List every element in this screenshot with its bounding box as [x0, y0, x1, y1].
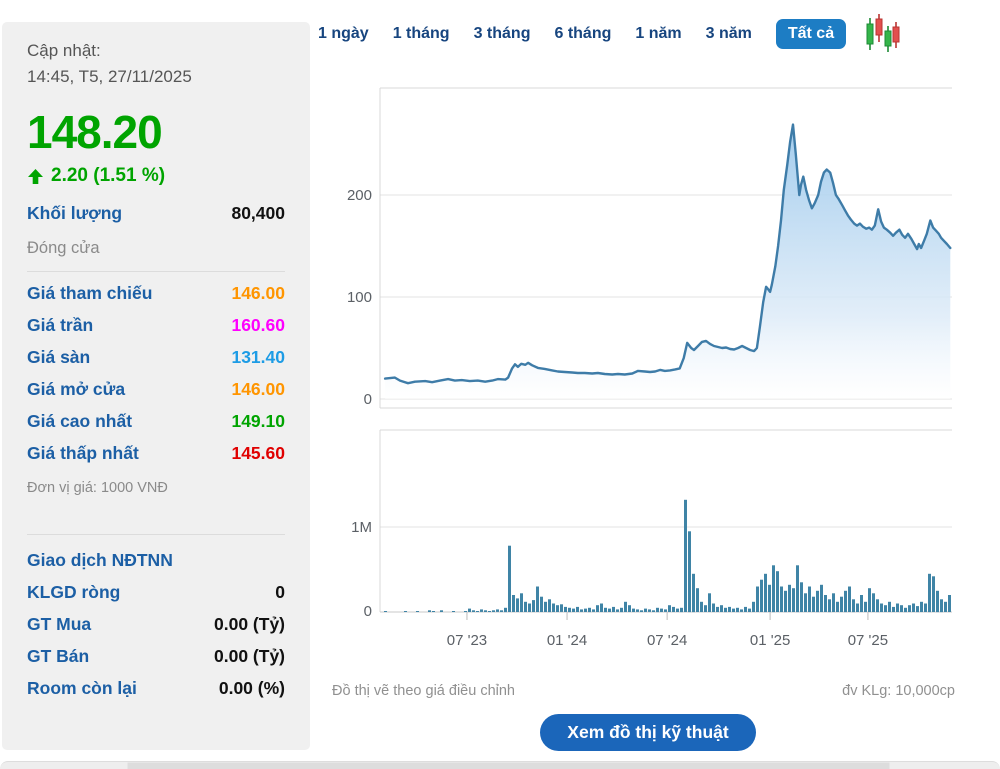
table-row: GT Mua 0.00 (Tỷ)	[27, 614, 285, 635]
range-tabs: 1 ngày 1 tháng 3 tháng 6 tháng 1 năm 3 năm Tất…	[318, 14, 900, 54]
svg-text:100: 100	[347, 289, 372, 306]
adjusted-price-note: Đồ thị vẽ theo giá điều chỉnh	[332, 683, 515, 699]
row-label: Room còn lại	[27, 678, 137, 698]
svg-text:07 '23: 07 '23	[447, 632, 487, 649]
row-value: 149.10	[231, 411, 285, 431]
row-label: Giá thấp nhất	[27, 443, 139, 463]
row-value: 146.00	[231, 379, 285, 399]
table-row: Giá tham chiếu 146.00	[27, 283, 285, 304]
row-value: 0.00 (%)	[218, 678, 285, 698]
volume-bar-chart[interactable]: 1M 0 07 '23 01 '24 07 '24 01 '25 07 '25	[320, 424, 960, 669]
price-area-chart[interactable]: 0 100 200	[320, 82, 960, 412]
row-label: Giá sàn	[27, 347, 91, 367]
volume-row: Khối lượng 80,400	[27, 203, 285, 224]
svg-text:07 '25: 07 '25	[848, 632, 888, 649]
range-tab-1[interactable]: 1 tháng	[392, 25, 450, 42]
row-label: Giá trần	[27, 315, 94, 335]
range-tab-5[interactable]: 3 năm	[705, 25, 752, 42]
foreign-trade-list: KLGD ròng 0 GT Mua 0.00 (Tỷ) GT Bán 0.00 (Tỷ)…	[27, 582, 285, 699]
svg-text:0: 0	[364, 391, 372, 408]
divider	[27, 534, 285, 535]
row-label: GT Mua	[27, 614, 92, 634]
table-row: Room còn lại 0.00 (%)	[27, 678, 285, 699]
table-row: Giá mở cửa 146.00	[27, 379, 285, 400]
range-tab-3[interactable]: 6 tháng	[554, 25, 612, 42]
table-row: Giá trần 160.60	[27, 315, 285, 336]
range-tab-0[interactable]: 1 ngày	[318, 25, 369, 42]
svg-text:01 '24: 01 '24	[547, 632, 587, 649]
range-tab-6[interactable]: Tất cả	[775, 19, 847, 49]
update-label: Cập nhật:	[27, 41, 101, 60]
row-value: 160.60	[231, 315, 285, 335]
row-label: KLGD ròng	[27, 582, 121, 602]
row-value: 0	[275, 582, 285, 602]
svg-text:0: 0	[364, 603, 372, 620]
row-value: 145.60	[231, 443, 285, 463]
table-row: Giá sàn 131.40	[27, 347, 285, 368]
svg-text:01 '25: 01 '25	[750, 632, 790, 649]
svg-text:07 '24: 07 '24	[647, 632, 687, 649]
technical-chart-button[interactable]: Xem đồ thị kỹ thuật	[540, 714, 756, 751]
up-arrow-icon	[28, 168, 43, 184]
table-row: KLGD ròng 0	[27, 582, 285, 603]
price-unit-note: Đơn vị giá: 1000 VNĐ	[27, 480, 168, 496]
row-value: 0.00 (Tỷ)	[214, 646, 285, 666]
session-status: Đóng cửa	[27, 239, 100, 257]
foreign-section-title: Giao dịch NĐTNN	[27, 550, 173, 570]
price-change: 2.20 (1.51 %)	[51, 165, 166, 186]
row-value: 0.00 (Tỷ)	[214, 614, 285, 634]
divider	[27, 271, 285, 272]
svg-text:200: 200	[347, 187, 372, 204]
update-datetime: 14:45, T5, 27/11/2025	[27, 66, 192, 86]
row-label: Giá cao nhất	[27, 411, 133, 431]
row-label: GT Bán	[27, 646, 90, 666]
svg-text:1M: 1M	[351, 519, 372, 536]
row-value: 131.40	[231, 347, 285, 367]
volume-label: Khối lượng	[27, 203, 123, 223]
candlestick-chart-icon[interactable]	[866, 14, 900, 54]
table-row: Giá thấp nhất 145.60	[27, 443, 285, 464]
volume-unit-note: đv KLg: 10,000cp	[842, 683, 955, 699]
row-label: Giá mở cửa	[27, 379, 126, 399]
table-row: GT Bán 0.00 (Tỷ)	[27, 646, 285, 667]
table-row: Giá cao nhất 149.10	[27, 411, 285, 432]
price-info-list: Giá tham chiếu 146.00 Giá trần 160.60 Giá sà…	[27, 283, 285, 464]
bottom-strip	[0, 761, 1000, 769]
row-label: Giá tham chiếu	[27, 283, 153, 303]
range-tab-2[interactable]: 3 tháng	[473, 25, 531, 42]
range-tab-4[interactable]: 1 năm	[635, 25, 682, 42]
quote-panel: Cập nhật: 14:45, T5, 27/11/2025 148.20 2…	[2, 22, 310, 750]
last-price: 148.20	[27, 106, 163, 158]
volume-value: 80,400	[231, 203, 285, 223]
row-value: 146.00	[231, 283, 285, 303]
